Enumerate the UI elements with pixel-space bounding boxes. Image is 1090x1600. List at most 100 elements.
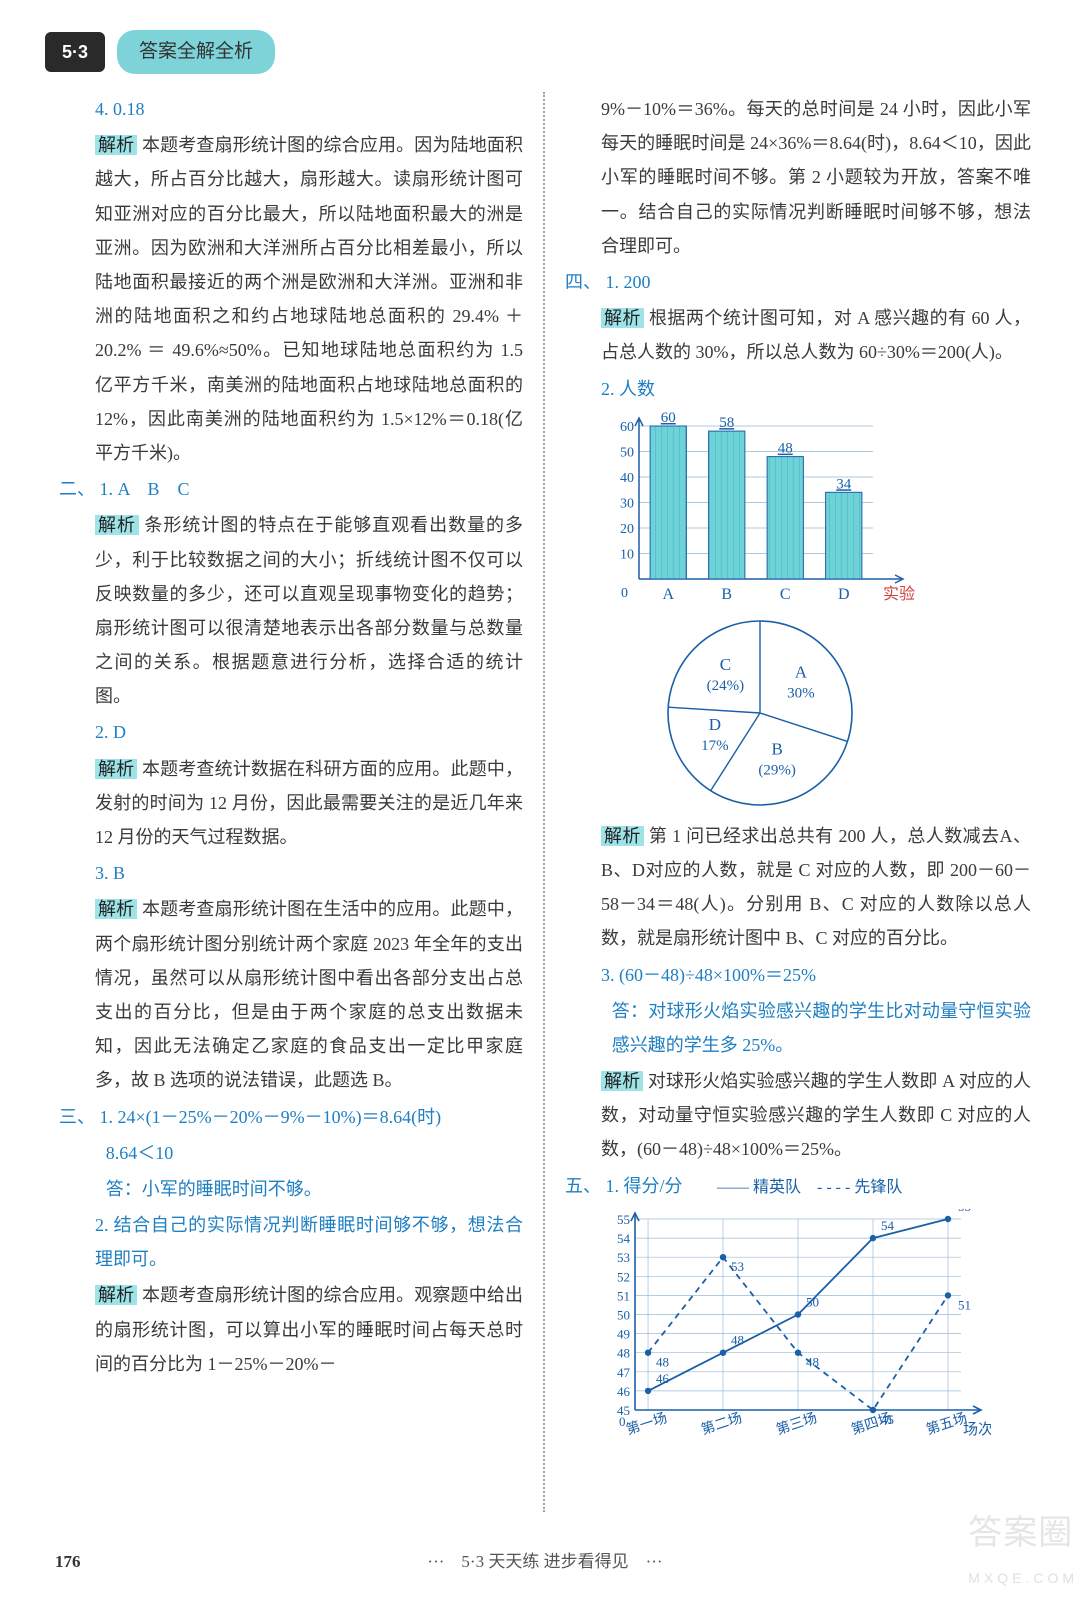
pie-chart-svg: A 30% B (29%) D 17% C (24%) xyxy=(655,613,865,813)
svg-text:60: 60 xyxy=(620,420,634,435)
explanation-text: 条形统计图的特点在于能够直观看出数量的多少，利于比较数据之间的大小；折线统计图不… xyxy=(95,515,523,706)
answer-line: 3. (60－48)÷48×100%＝25% xyxy=(565,958,1031,992)
svg-text:48: 48 xyxy=(806,1355,819,1370)
bar-chart-svg: 102030405060060A58B48C34D实验 xyxy=(601,412,921,607)
explanation-text: 本题考查统计数据在科研方面的应用。此题中，发射的时间为 12 月份，因此最需要关… xyxy=(95,759,523,847)
calc-line: (60－48)÷48×100%＝25% xyxy=(619,965,816,985)
svg-text:第三场: 第三场 xyxy=(774,1409,819,1438)
question-number: 2. xyxy=(95,722,109,742)
chart-ylabel: 人数 xyxy=(619,379,655,399)
svg-text:17%: 17% xyxy=(701,738,729,754)
two-column-layout: 4. 0.18 解析 本题考查扇形统计图的综合应用。因为陆地面积越大，所占百分比… xyxy=(45,92,1045,1512)
explanation-label: 解析 xyxy=(95,759,137,779)
answer-value: B xyxy=(113,863,125,883)
page-header: 5·3 答案全解全析 xyxy=(45,30,1045,74)
answer-line: 2. D xyxy=(59,715,523,749)
svg-text:48: 48 xyxy=(778,440,793,456)
watermark-text: 答案圈 xyxy=(968,1514,1073,1552)
question-number: 1. xyxy=(606,1176,620,1196)
explanation-text: 本题考查扇形统计图的综合应用。观察题中给出的扇形统计图，可以算出小军的睡眠时间占… xyxy=(95,1285,523,1373)
continuation-text: 9%－10%＝36%。每天的总时间是 24 小时，因此小军每天的睡眠时间是 24… xyxy=(565,92,1031,263)
svg-text:30: 30 xyxy=(620,496,634,511)
svg-text:52: 52 xyxy=(617,1269,630,1284)
svg-text:C: C xyxy=(780,586,791,603)
svg-text:D: D xyxy=(838,586,850,603)
explanation-label: 解析 xyxy=(95,135,137,155)
answer-value: 200 xyxy=(624,272,651,292)
answer-value: A B C xyxy=(118,479,190,499)
right-column: 9%－10%＝36%。每天的总时间是 24 小时，因此小军每天的睡眠时间是 24… xyxy=(545,92,1045,1512)
svg-text:(24%): (24%) xyxy=(707,678,745,694)
answer-line: 2. 人数 xyxy=(565,372,1031,406)
watermark: 答案圈 MXQE.COM xyxy=(968,1501,1078,1592)
svg-text:55: 55 xyxy=(958,1209,971,1214)
pie-chart: A 30% B (29%) D 17% C (24%) xyxy=(655,613,1031,813)
svg-text:第一场: 第一场 xyxy=(624,1409,669,1438)
svg-text:A: A xyxy=(795,662,808,681)
svg-text:D: D xyxy=(709,715,721,734)
question-number: 1. xyxy=(100,479,114,499)
svg-text:58: 58 xyxy=(719,415,734,431)
question-number: 1. xyxy=(606,272,620,292)
explanation-label: 解析 xyxy=(95,899,137,919)
question-number: 4. xyxy=(95,99,109,119)
answer-line: 3. B xyxy=(59,856,523,890)
series-logo: 5·3 xyxy=(45,32,105,72)
svg-text:50: 50 xyxy=(620,445,634,460)
calc-line: 24×(1－25%－20%－9%－10%)＝8.64(时) xyxy=(118,1107,442,1127)
svg-text:场次: 场次 xyxy=(963,1421,991,1438)
explanation-text: 本题考查扇形统计图的综合应用。因为陆地面积越大，所占百分比越大，扇形越大。读扇形… xyxy=(95,135,523,463)
svg-text:46: 46 xyxy=(656,1371,670,1386)
svg-text:0: 0 xyxy=(621,586,628,601)
svg-text:49: 49 xyxy=(617,1327,630,1342)
explanation-label: 解析 xyxy=(95,1285,137,1305)
svg-text:10: 10 xyxy=(620,547,634,562)
svg-text:B: B xyxy=(721,586,732,603)
question-number: 1. xyxy=(100,1107,114,1127)
svg-text:54: 54 xyxy=(617,1231,631,1246)
section-two-q1: 二、 1. A B C xyxy=(59,472,523,506)
answer-value: D xyxy=(113,722,126,742)
answer-value: 0.18 xyxy=(113,99,145,119)
section-number: 二、 xyxy=(59,479,95,499)
page-footer: 176 ··· 5·3 天天练 进步看得见 ··· xyxy=(0,1546,1090,1578)
svg-text:53: 53 xyxy=(617,1250,630,1265)
svg-text:48: 48 xyxy=(656,1355,669,1370)
svg-text:(29%): (29%) xyxy=(758,762,796,778)
svg-text:实验: 实验 xyxy=(883,585,915,603)
page-title-badge: 答案全解全析 xyxy=(117,30,275,74)
answer-sentence: 答：对球形火焰实验感兴趣的学生比对动量守恒实验感兴趣的学生多 25%。 xyxy=(565,994,1031,1062)
svg-text:A: A xyxy=(662,586,674,603)
section-three-q1: 三、 1. 24×(1－25%－20%－9%－10%)＝8.64(时) xyxy=(59,1100,523,1134)
answer-text: 结合自己的实际情况判断睡眠时间够不够，想法合理即可。 xyxy=(95,1215,523,1269)
svg-text:B: B xyxy=(771,739,782,758)
answer-sentence: 答：小军的睡眠时间不够。 xyxy=(59,1172,523,1206)
section-five-q1: 五、 1. 得分/分 —— 精英队 - - - - 先锋队 xyxy=(565,1169,1031,1203)
svg-text:第二场: 第二场 xyxy=(699,1409,744,1438)
svg-text:C: C xyxy=(720,655,731,674)
question-number: 3. xyxy=(601,965,615,985)
explanation-paragraph: 解析 根据两个统计图可知，对 A 感兴趣的有 60 人，占总人数的 30%，所以… xyxy=(565,301,1031,369)
explanation-paragraph: 解析 对球形火焰实验感兴趣的学生人数即 A 对应的人数，对动量守恒实验感兴趣的学… xyxy=(565,1064,1031,1167)
svg-text:50: 50 xyxy=(806,1295,819,1310)
svg-text:34: 34 xyxy=(836,476,852,492)
explanation-paragraph: 解析 本题考查扇形统计图在生活中的应用。此题中，两个扇形统计图分别统计两个家庭 … xyxy=(59,892,523,1097)
question-number: 2. xyxy=(601,379,615,399)
watermark-url: MXQE.COM xyxy=(968,1565,1078,1592)
question-number: 2. xyxy=(95,1215,109,1235)
line-chart-svg: 45464748495051525354550第一场第二场第三场第四场第五场场次… xyxy=(601,1209,991,1444)
svg-text:30%: 30% xyxy=(787,685,815,701)
explanation-paragraph: 解析 条形统计图的特点在于能够直观看出数量的多少，利于比较数据之间的大小；折线统… xyxy=(59,508,523,713)
chart-ylabel: 得分/分 xyxy=(624,1176,683,1196)
explanation-text: 根据两个统计图可知，对 A 感兴趣的有 60 人，占总人数的 30%，所以总人数… xyxy=(601,308,1031,362)
section-four-q1: 四、 1. 200 xyxy=(565,265,1031,299)
explanation-label: 解析 xyxy=(601,826,644,846)
explanation-text: 对球形火焰实验感兴趣的学生人数即 A 对应的人数，对动量守恒实验感兴趣的学生人数… xyxy=(601,1071,1031,1159)
svg-text:53: 53 xyxy=(731,1259,744,1274)
line-chart: 45464748495051525354550第一场第二场第三场第四场第五场场次… xyxy=(601,1209,1031,1444)
question-number: 3. xyxy=(95,863,109,883)
section-number: 五、 xyxy=(565,1176,601,1196)
svg-text:51: 51 xyxy=(617,1288,630,1303)
svg-text:20: 20 xyxy=(620,522,634,537)
calc-line: 8.64＜10 xyxy=(59,1136,523,1170)
